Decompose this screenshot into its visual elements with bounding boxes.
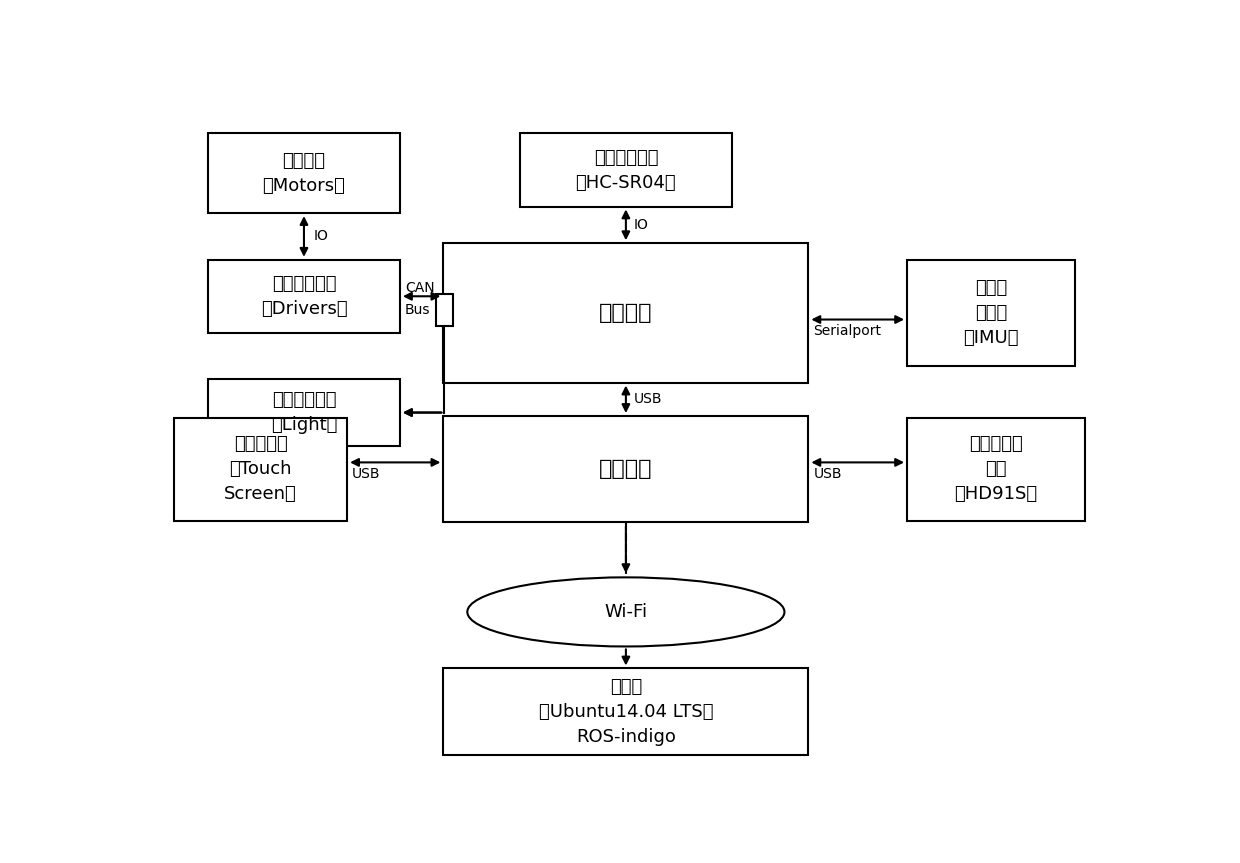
Bar [208,260,401,333]
Bar [444,668,808,755]
Text: 电机驱动电路
（Drivers）: 电机驱动电路 （Drivers） [260,274,347,318]
Text: USB: USB [813,468,842,482]
Bar [435,294,453,326]
Text: 主控制器: 主控制器 [599,303,652,323]
Bar [174,418,347,520]
Text: 照明驱动电路
（Light）: 照明驱动电路 （Light） [270,391,337,434]
Text: 驱动电机
（Motors）: 驱动电机 （Motors） [263,152,346,195]
Text: Wi-Fi: Wi-Fi [604,603,647,620]
Text: 超声波传感器
（HC-SR04）: 超声波传感器 （HC-SR04） [575,148,676,192]
Bar [444,416,808,522]
Text: 惯性测
量单元
（IMU）: 惯性测 量单元 （IMU） [963,279,1019,347]
Text: IO: IO [634,217,649,232]
Text: CAN: CAN [404,281,434,295]
Ellipse shape [467,577,785,646]
Text: 单目视觉传
感器
（HD91S）: 单目视觉传 感器 （HD91S） [955,435,1038,503]
Bar [906,260,1075,366]
Bar [444,243,808,382]
Text: Bus: Bus [404,303,430,317]
Text: USB: USB [634,393,662,406]
Text: 触摸显示屏
（Touch
Screen）: 触摸显示屏 （Touch Screen） [224,435,298,503]
Text: 上位机
（Ubuntu14.04 LTS）
ROS-indigo: 上位机 （Ubuntu14.04 LTS） ROS-indigo [538,677,713,746]
Text: USB: USB [352,468,381,482]
Bar [208,380,401,446]
Text: IO: IO [314,230,329,243]
Bar [906,418,1085,520]
Text: Serialport: Serialport [813,324,882,338]
Text: 微下位机: 微下位机 [599,459,652,479]
Bar [521,134,732,206]
Bar [208,134,401,213]
